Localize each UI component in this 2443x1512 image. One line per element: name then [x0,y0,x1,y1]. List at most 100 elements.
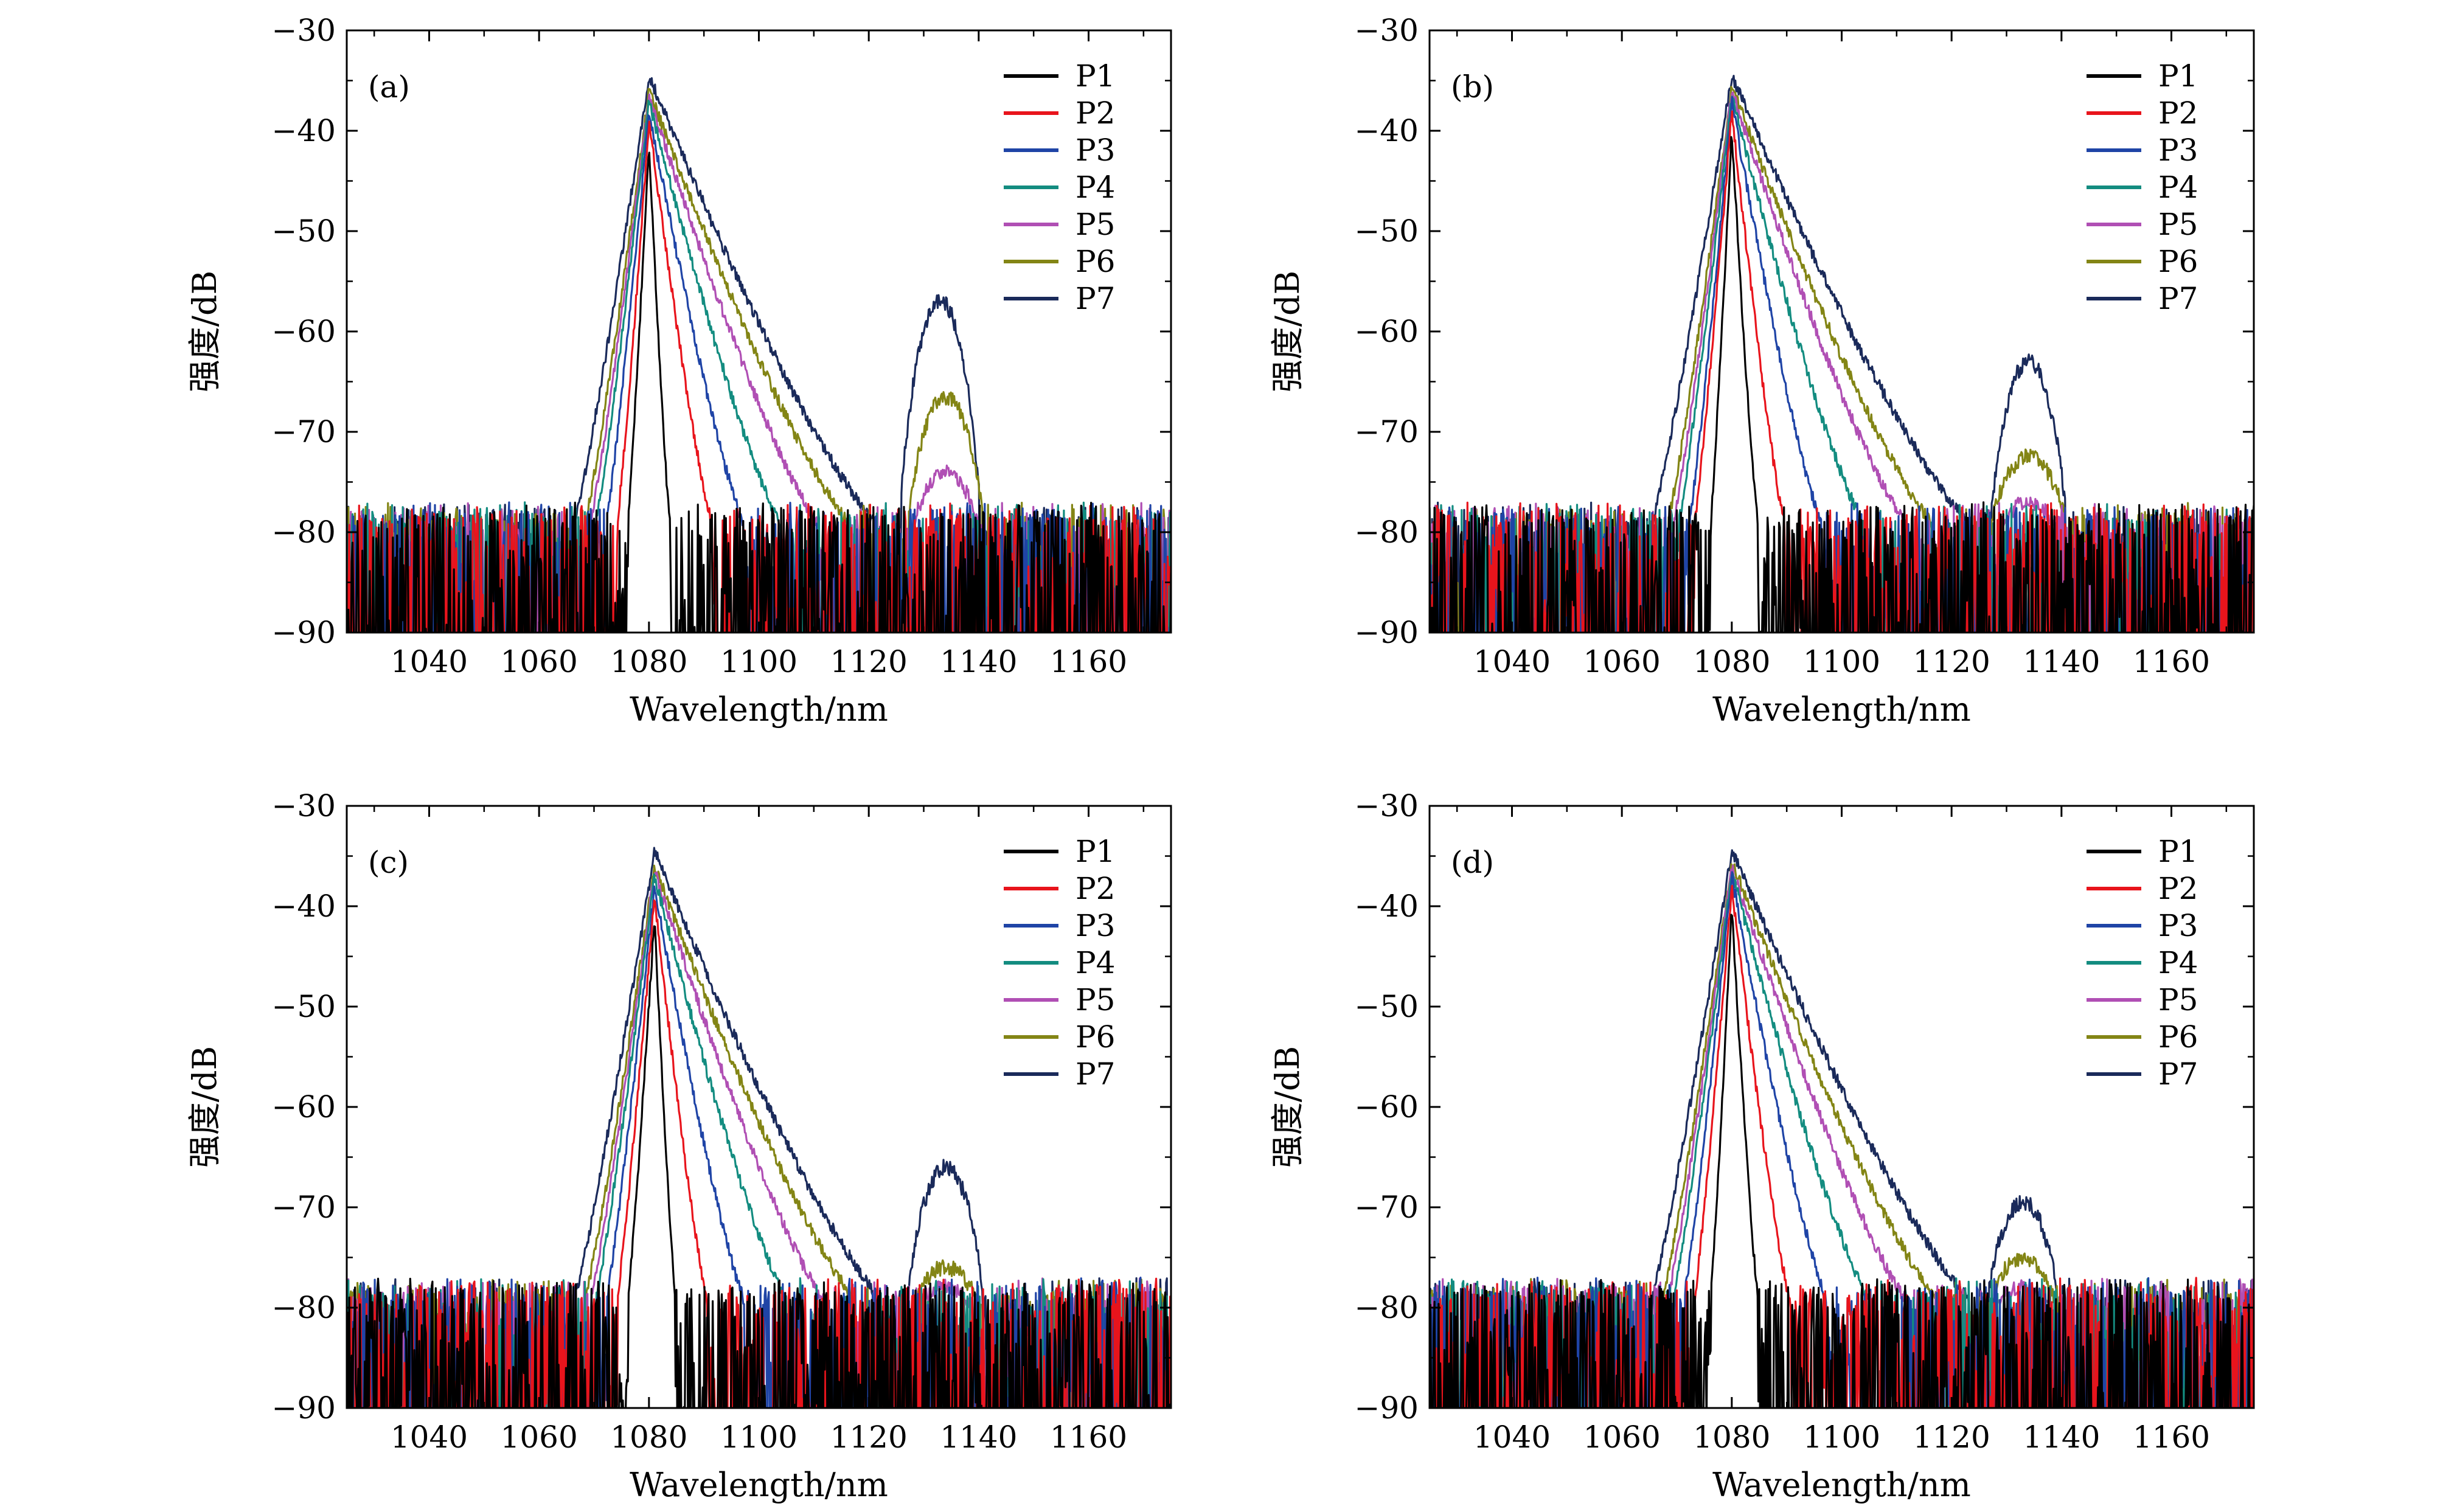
legend-label-p6: P6 [1076,1019,1115,1055]
traces [1430,75,2254,633]
panel-label: (b) [1451,69,1494,105]
y-axis-title: 强度/dB [1268,1046,1307,1168]
y-tick-label: −50 [1354,213,1419,249]
y-tick-label: −70 [1354,414,1419,449]
x-tick-label: 1040 [1473,1420,1551,1455]
y-tick-label: −70 [1354,1190,1419,1225]
y-tick-label: −60 [271,314,336,349]
x-tick-label: 1140 [2023,644,2100,679]
y-tick-label: −40 [1354,113,1419,148]
x-tick-label: 1080 [610,644,687,679]
legend-label-p6: P6 [1076,244,1115,279]
y-tick-label: −60 [1354,314,1419,349]
legend-label-p5: P5 [2158,982,2198,1018]
y-tick-label: −70 [271,1190,336,1225]
legend-label-p1: P1 [1076,834,1115,869]
x-tick-label: 1040 [1473,644,1551,679]
series-p1-line [1430,136,2254,633]
x-axis-title: Wavelength/nm [630,1466,888,1504]
y-tick-label: −40 [271,889,336,924]
x-tick-label: 1100 [1803,1420,1880,1455]
series-p1-line [347,151,1171,633]
legend-label-p4: P4 [2158,945,2198,980]
series-p6-line [347,88,1170,633]
legend-label-p5: P5 [1076,207,1115,242]
x-tick-label: 1100 [720,1420,798,1455]
legend-label-p4: P4 [1076,945,1115,980]
y-tick-label: −90 [271,1390,336,1426]
legend-label-p3: P3 [2158,908,2198,943]
x-tick-label: 1100 [720,644,798,679]
traces [1430,849,2254,1408]
x-tick-label: 1140 [940,644,1017,679]
legend-label-p2: P2 [1076,95,1115,131]
legend-label-p1: P1 [2158,834,2198,869]
y-tick-label: −60 [271,1089,336,1125]
legend-label-p5: P5 [1076,982,1115,1018]
legend-label-p7: P7 [1076,281,1115,316]
chart-panel-a: 1040 1060 1080 1100 1120 1140 1160 −30 −40 −50 −60… [186,13,1172,729]
x-axis-title: Wavelength/nm [1712,1466,1971,1504]
legend-label-p4: P4 [2158,170,2198,205]
legend-label-p3: P3 [1076,908,1115,943]
legend-label-p2: P2 [2158,95,2198,131]
x-tick-label: 1060 [501,1420,578,1455]
legend-label-p4: P4 [1076,170,1115,205]
x-tick-label: 1160 [2133,1420,2210,1455]
x-tick-label: 1120 [830,644,908,679]
x-tick-label: 1060 [501,644,578,679]
y-tick-label: −50 [1354,989,1419,1024]
x-tick-label: 1140 [940,1420,1017,1455]
series-p1-line [1430,914,2251,1408]
y-tick-label: −60 [1354,1089,1419,1125]
x-tick-label: 1160 [1050,644,1127,679]
x-axis-title: Wavelength/nm [630,690,888,729]
y-tick-label: −90 [1354,1390,1419,1426]
y-tick-label: −90 [1354,615,1419,650]
chart-panel-b: 1040 1060 1080 1100 1120 1140 1160 −30 −40 −50 −60… [1268,13,2255,729]
legend-label-p5: P5 [2158,207,2198,242]
traces [347,77,1171,633]
legend-label-p3: P3 [2158,133,2198,168]
x-tick-label: 1120 [1913,1420,1990,1455]
series-p7-line [347,847,1171,1408]
y-tick-label: −30 [271,788,336,824]
traces [347,847,1171,1408]
legend-label-p7: P7 [2158,281,2198,316]
x-tick-label: 1120 [830,1420,908,1455]
legend-label-p1: P1 [1076,58,1115,94]
y-axis-title: 强度/dB [1268,271,1307,392]
x-tick-label: 1160 [2133,644,2210,679]
x-axis-title: Wavelength/nm [1712,690,1971,729]
chart-panel-d: 1040 1060 1080 1100 1120 1140 1160 −30 −40 −50 −60… [1268,788,2255,1504]
chart-panel-c: 1040 1060 1080 1100 1120 1140 1160 −30 −40 −50 −60… [186,788,1172,1504]
y-tick-label: −80 [1354,1290,1419,1325]
legend-label-p6: P6 [2158,1019,2198,1055]
x-tick-label: 1080 [1693,644,1770,679]
y-tick-label: −80 [271,515,336,550]
y-tick-label: −80 [1354,515,1419,550]
y-axis-title: 强度/dB [186,1046,224,1168]
legend-label-p3: P3 [1076,133,1115,168]
y-axis-title: 强度/dB [186,271,224,392]
x-tick-label: 1080 [610,1420,687,1455]
x-tick-label: 1060 [1583,1420,1661,1455]
y-tick-label: −90 [271,615,336,650]
y-tick-label: −40 [271,113,336,148]
legend-label-p7: P7 [1076,1056,1115,1092]
x-tick-label: 1060 [1583,644,1661,679]
y-tick-label: −50 [271,213,336,249]
y-tick-label: −30 [1354,13,1419,48]
legend-label-p6: P6 [2158,244,2198,279]
x-tick-label: 1120 [1913,644,1990,679]
y-tick-label: −80 [271,1290,336,1325]
legend-label-p1: P1 [2158,58,2198,94]
x-tick-label: 1040 [391,644,468,679]
y-tick-label: −40 [1354,889,1419,924]
